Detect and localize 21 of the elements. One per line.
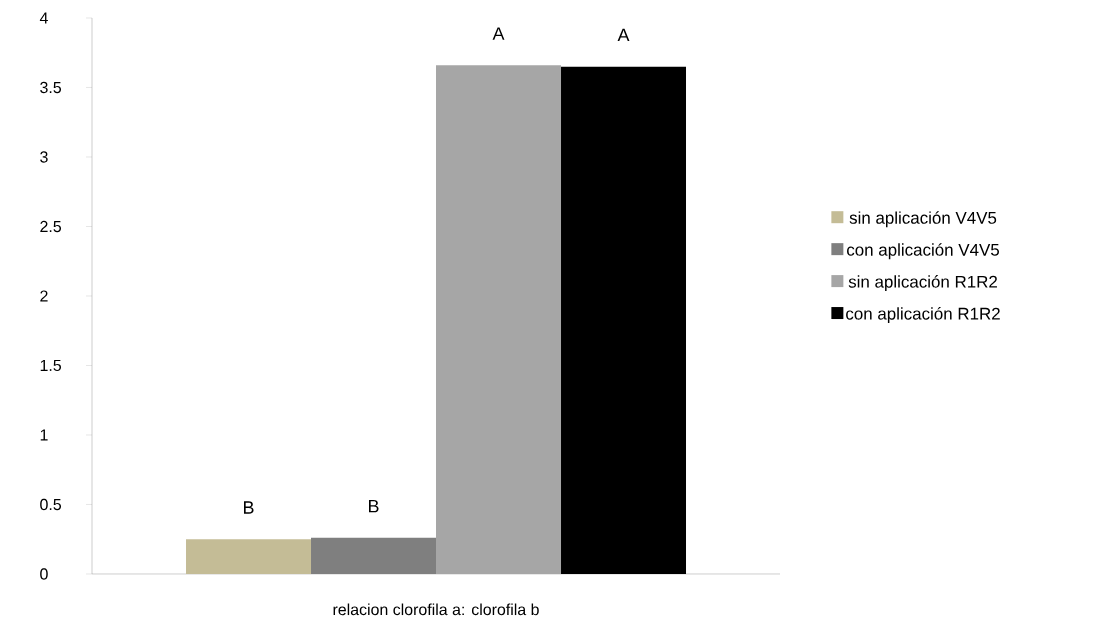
annotation: B [369,499,379,513]
y-tick-label: 0 [40,568,48,580]
y-tick-label: 0.5 [40,498,62,511]
y-tick-label: 3 [40,151,48,163]
y-tick-label: 1 [40,429,48,441]
y-tick-label: 4 [39,12,48,24]
x-tick-label: relacion clorofila a: clorofila b [333,603,539,616]
legend-label: sin aplicación V4V5 [849,211,997,228]
annotation: A [617,28,630,42]
bar [436,65,562,574]
legend-label: sin aplicación R1R2 [848,275,997,292]
legend-label: con aplicación V4V5 [847,243,1000,260]
y-tick-label: 2.5 [40,220,62,233]
bar [561,66,687,574]
legend-label: con aplicación R1R2 [846,307,1000,324]
y-tick-label: 3.5 [40,81,62,94]
bar [186,539,312,574]
y-tick-label: 1.5 [40,359,62,372]
y-tick-label: 2 [40,290,48,302]
annotation: A [492,27,505,40]
annotation: B [244,501,254,514]
